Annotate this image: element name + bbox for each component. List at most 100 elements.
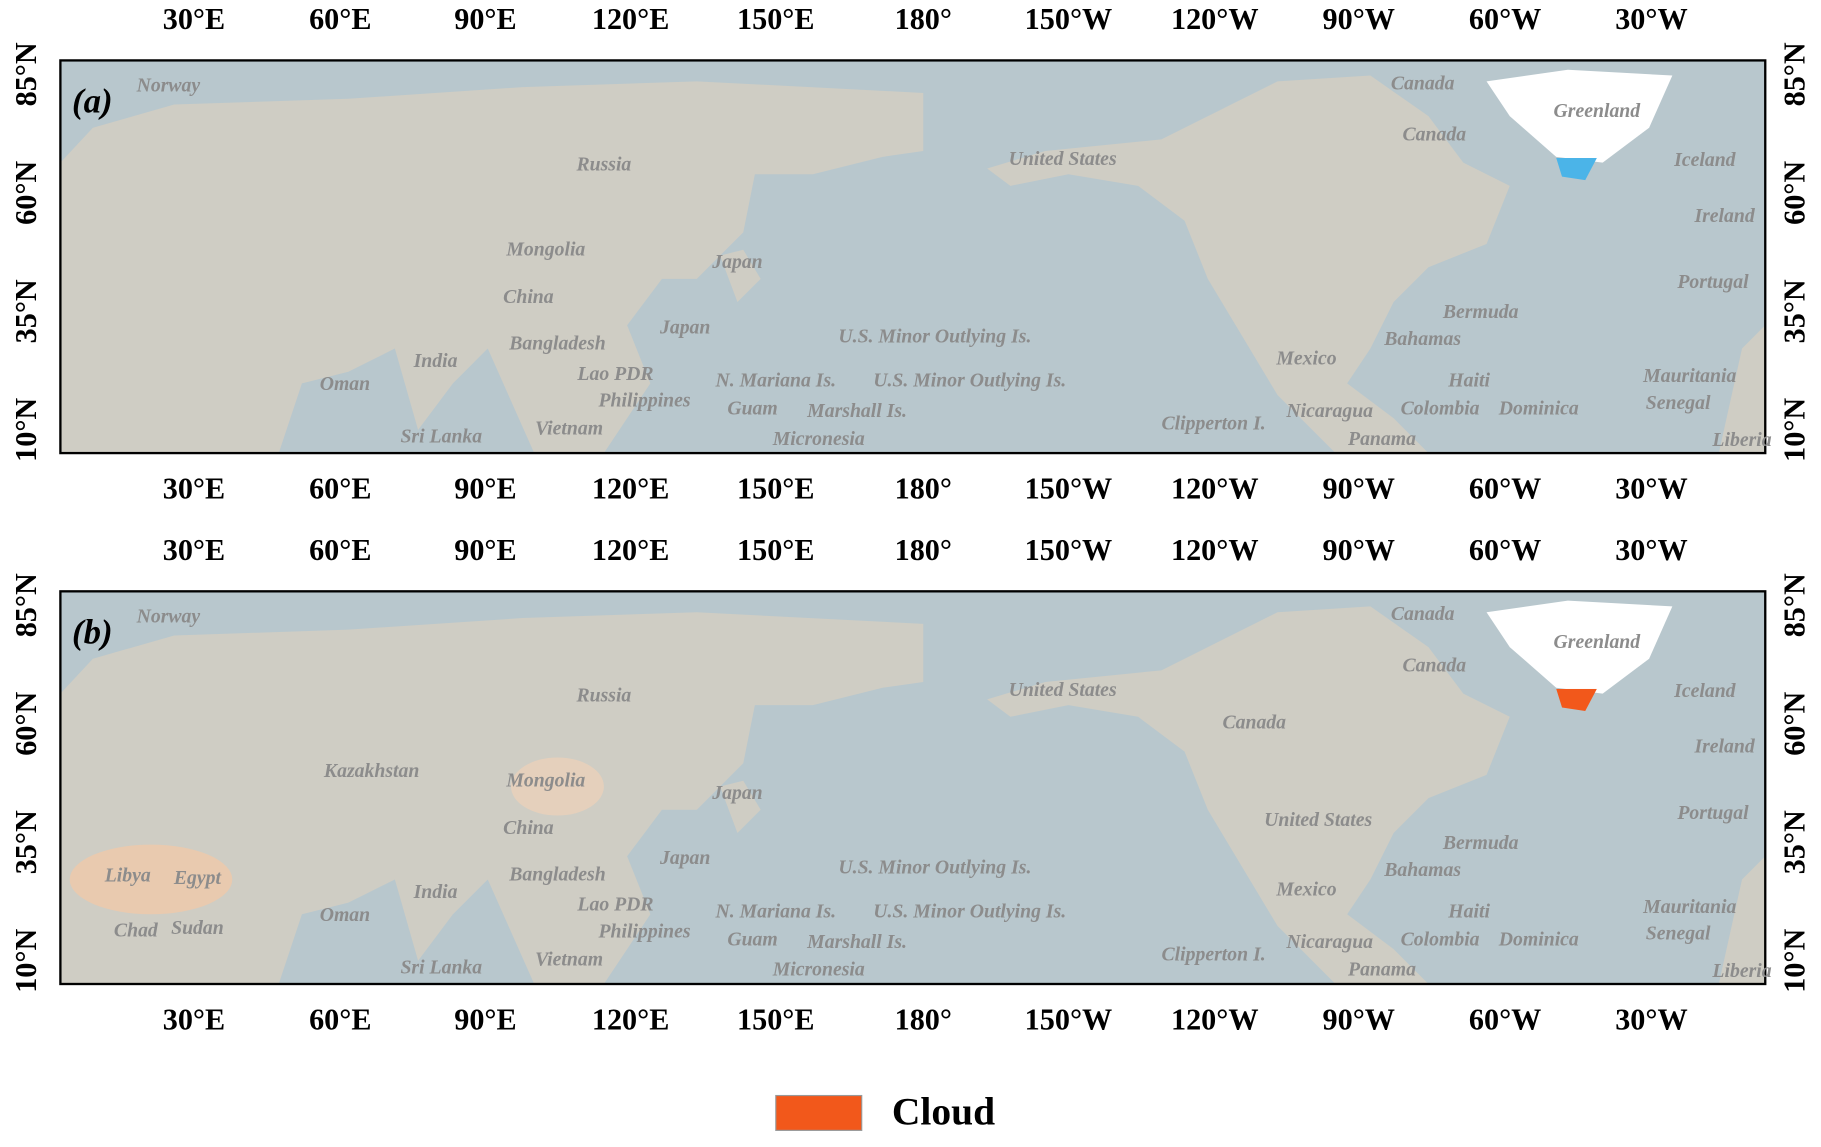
place-label: United States [1264,809,1372,831]
lon-tick-top: 120°W [1171,2,1259,36]
place-label: Panama [1347,959,1416,981]
place-label: Portugal [1676,802,1749,824]
lon-tick-top: 150°E [737,2,814,36]
place-label: United States [1009,148,1117,170]
place-label: India [413,350,458,372]
place-label: Clipperton I. [1162,413,1266,435]
lon-tick-bottom: 120°W [1171,471,1259,505]
lon-tick-top: 120°E [592,2,669,36]
place-label: Bangladesh [508,333,605,355]
lon-tick-top: 30°E [163,2,225,36]
place-label: Lao PDR [576,363,653,385]
lon-tick-bottom: 120°W [1171,1002,1259,1036]
place-label: Oman [320,373,370,395]
place-label: Vietnam [535,948,603,970]
place-label: Canada [1391,603,1455,625]
lon-tick-bottom: 120°E [592,471,669,505]
place-label: Dominica [1498,929,1579,951]
place-label: Vietnam [535,417,603,439]
lon-tick-top: 60°W [1469,533,1541,567]
lat-tick-right: 35°N [1778,810,1812,874]
place-label: Nicaragua [1285,400,1373,422]
place-label: Canada [1222,711,1286,733]
lat-tick-left: 60°N [9,692,43,756]
place-label: United States [1009,679,1117,701]
lat-tick-right: 85°N [1778,42,1812,106]
place-label: Egypt [173,867,222,889]
clear-area [510,757,604,816]
lon-tick-top: 60°W [1469,2,1541,36]
lon-tick-bottom: 180° [895,1002,952,1036]
place-label: U.S. Minor Outlying Is. [838,857,1031,879]
lon-tick-top: 90°W [1323,533,1395,567]
lon-tick-top: 150°W [1025,533,1113,567]
lat-tick-left: 35°N [9,810,43,874]
lat-tick-right: 60°N [1778,692,1812,756]
place-label: Japan [711,782,762,804]
lon-tick-top: 180° [895,533,952,567]
place-label: China [503,817,554,839]
place-label: China [503,286,554,308]
lat-tick-left: 85°N [9,573,43,637]
place-label: Guam [727,929,777,951]
lon-tick-bottom: 60°W [1469,471,1541,505]
lon-tick-top: 60°E [309,2,371,36]
place-label: Mongolia [505,238,585,260]
place-label: Marshall Is. [806,931,907,953]
place-label: Haiti [1447,901,1490,923]
lon-tick-bottom: 90°E [454,471,516,505]
place-label: Norway [136,75,201,97]
place-label: U.S. Minor Outlying Is. [873,901,1066,923]
lon-tick-top: 120°E [592,533,669,567]
lon-tick-top: 60°E [309,533,371,567]
place-label: Clipperton I. [1162,944,1266,966]
place-label: Mexico [1275,348,1336,370]
place-label: Oman [320,904,370,926]
place-label: Guam [727,398,777,420]
place-label: Ireland [1693,205,1755,227]
place-label: Libya [104,865,151,887]
place-label: Ireland [1693,736,1755,758]
place-label: Mauritania [1642,365,1736,387]
place-label: Nicaragua [1285,931,1373,953]
place-label: U.S. Minor Outlying Is. [873,370,1066,392]
place-label: Chad [114,919,159,941]
place-label: Micronesia [772,428,865,450]
map-panel: (b) Norway Canada Greenland Canada Iceland Rus… [9,533,1812,1036]
place-label: Iceland [1673,149,1737,171]
lat-tick-left: 35°N [9,279,43,343]
place-label: Senegal [1646,923,1711,945]
place-label: Liberia [1711,960,1771,982]
lat-tick-left: 10°N [9,929,43,993]
place-label: Bermuda [1442,301,1519,323]
lat-tick-right: 10°N [1778,929,1812,993]
panel-label: (b) [72,612,113,651]
place-label: Mongolia [505,769,585,791]
map-panel: (a) Norway Canada Greenland Canada Iceland Rus… [9,2,1812,505]
lat-tick-left: 60°N [9,161,43,225]
place-label: Philippines [597,389,690,411]
greenland [1486,69,1673,163]
lon-tick-top: 30°W [1615,533,1687,567]
lon-tick-bottom: 150°E [737,1002,814,1036]
place-label: Marshall Is. [806,400,907,422]
place-label: Japan [659,316,710,338]
lon-tick-bottom: 90°E [454,1002,516,1036]
lon-tick-bottom: 30°W [1615,471,1687,505]
clear-area [69,844,233,915]
place-label: Canada [1391,72,1455,94]
map-frame [59,590,1767,986]
lon-tick-top: 180° [895,2,952,36]
lon-tick-top: 150°W [1025,2,1113,36]
place-label: Haiti [1447,370,1490,392]
place-label: N. Mariana Is. [714,901,836,923]
place-label: Russia [575,154,631,176]
place-label: Greenland [1554,100,1642,122]
place-label: Micronesia [772,959,865,981]
place-label: Philippines [597,920,690,942]
place-label: Senegal [1646,392,1711,414]
place-label: Portugal [1676,271,1749,293]
place-label: Greenland [1554,631,1642,653]
lat-tick-right: 10°N [1778,398,1812,462]
